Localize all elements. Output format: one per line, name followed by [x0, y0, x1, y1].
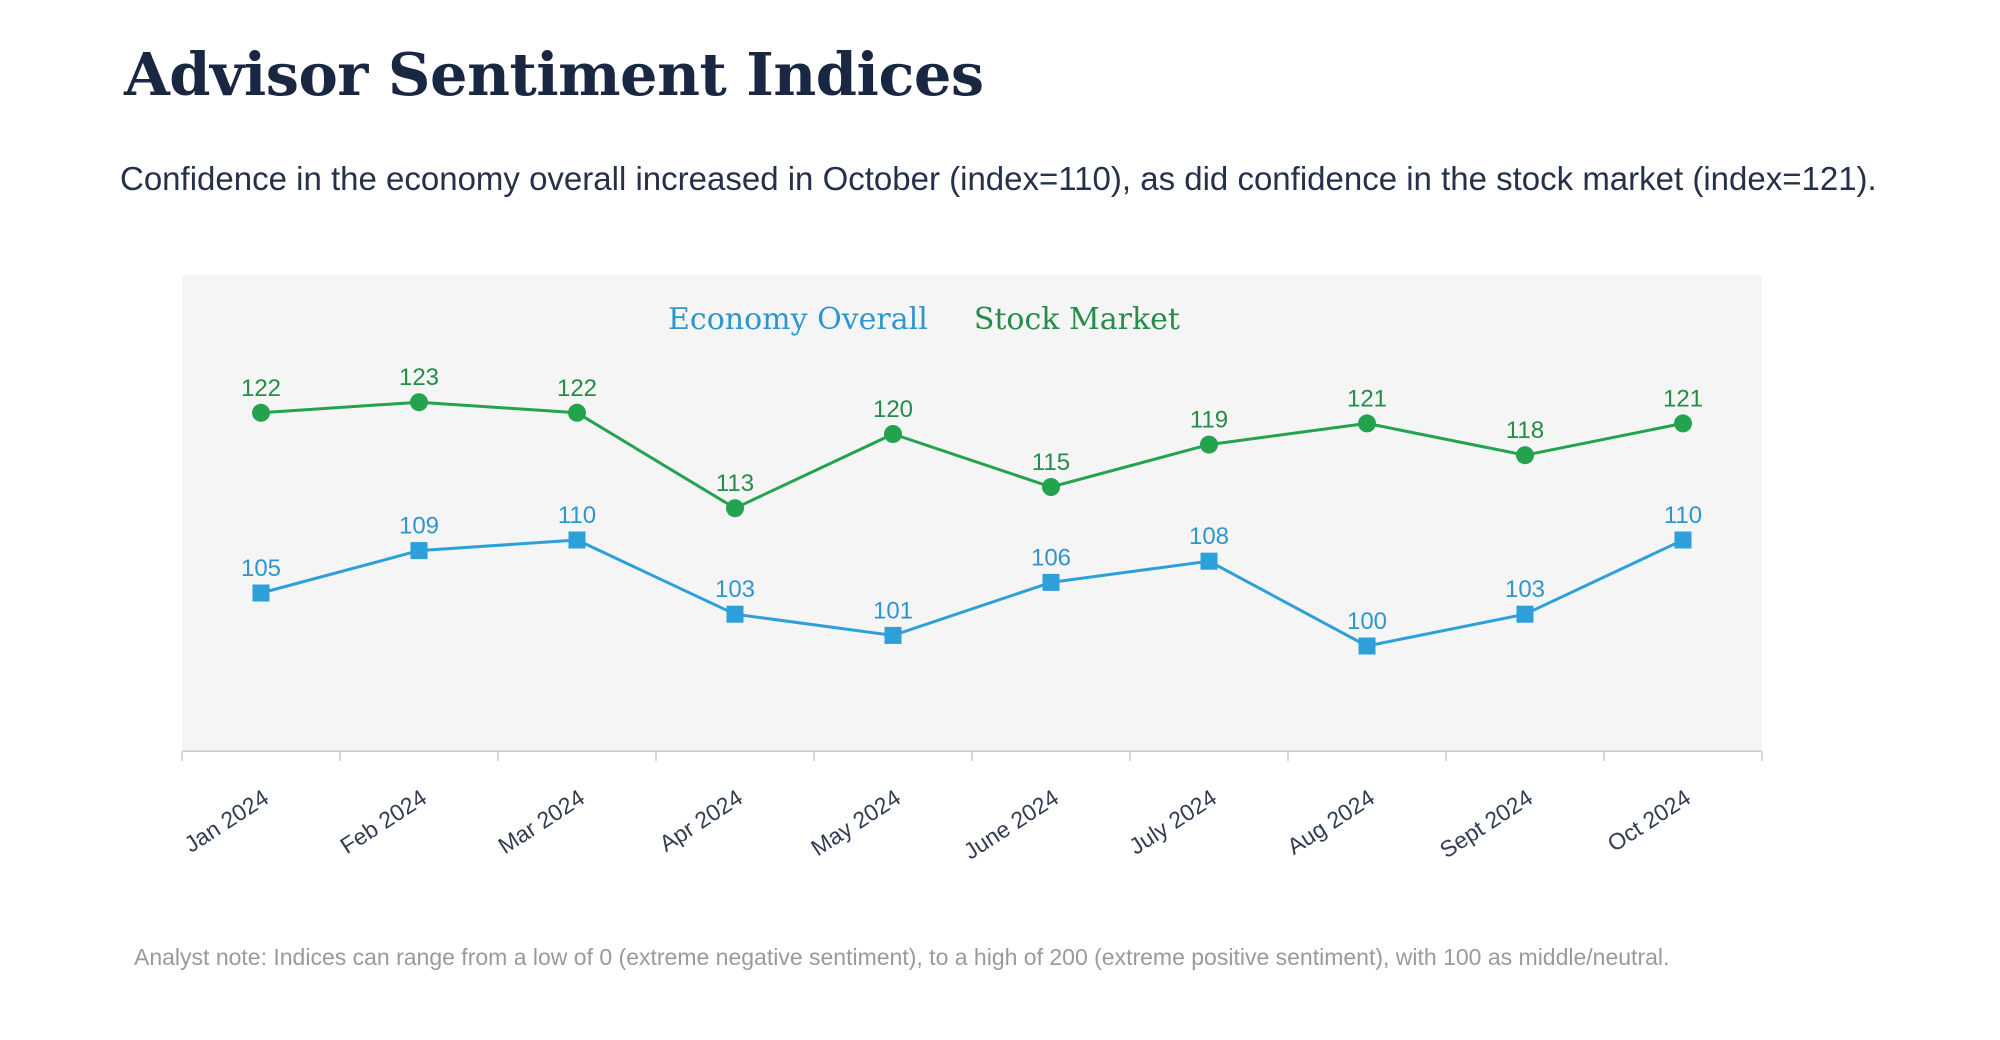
data-point-marker	[252, 584, 270, 602]
data-point-label: 120	[873, 396, 913, 423]
data-point-label: 110	[1664, 502, 1702, 529]
data-point-label: 105	[241, 555, 281, 582]
chart-subtitle: Confidence in the economy overall increa…	[120, 160, 1877, 197]
chart-area: Economy Overall Stock Market 105 109 110 10…	[180, 275, 1763, 864]
data-point-marker	[410, 542, 428, 560]
chart-legend: Economy Overall Stock Market	[134, 302, 1714, 338]
x-axis-label: May 2024	[806, 784, 906, 861]
series-economy-overall: 105 109 110 103 101 106 108 100 103 110	[241, 502, 1702, 655]
data-point-marker	[884, 626, 902, 644]
data-point-marker	[726, 499, 744, 518]
data-point-marker	[1042, 573, 1060, 591]
page-title: Advisor Sentiment Indices	[124, 40, 984, 109]
analyst-note: Analyst note: Indices can range from a l…	[134, 944, 1670, 970]
data-point-marker	[1674, 531, 1692, 549]
data-point-label: 119	[1190, 407, 1228, 434]
x-axis-label: Aug 2024	[1282, 784, 1380, 860]
data-point-marker	[1516, 446, 1534, 465]
data-point-label: 122	[557, 375, 597, 402]
data-point-label: 108	[1189, 523, 1229, 550]
x-axis-label: Oct 2024	[1602, 784, 1696, 857]
data-point-label: 121	[1663, 385, 1703, 412]
x-axis-label: July 2024	[1124, 784, 1222, 860]
data-point-label: 106	[1031, 544, 1071, 571]
data-point-marker	[1200, 552, 1218, 570]
x-axis-label: Apr 2024	[654, 784, 748, 857]
data-point-marker	[1358, 414, 1376, 433]
data-point-marker	[726, 605, 744, 623]
legend-item-stock-market[interactable]: Stock Market	[973, 302, 1180, 337]
data-point-marker	[252, 403, 270, 422]
data-point-marker	[568, 403, 586, 422]
legend-item-economy-overall[interactable]: Economy Overall	[668, 302, 928, 337]
data-point-label: 115	[1032, 449, 1070, 476]
data-point-marker	[568, 531, 586, 549]
data-point-marker	[1042, 478, 1060, 496]
series-line	[259, 538, 1685, 648]
data-point-marker	[410, 393, 428, 412]
data-point-label: 113	[716, 470, 754, 497]
data-point-label: 109	[399, 513, 439, 540]
data-point-marker	[1516, 605, 1534, 623]
series-line	[259, 400, 1685, 510]
x-axis-label: Sept 2024	[1434, 784, 1538, 864]
x-axis-label: Feb 2024	[335, 784, 432, 859]
data-point-label: 118	[1506, 417, 1544, 444]
data-point-marker	[1674, 414, 1692, 433]
data-point-label: 123	[399, 364, 439, 391]
data-point-label: 103	[1505, 576, 1545, 603]
data-point-marker	[1200, 435, 1218, 454]
series-stock-market: 122 123 122 113 120 115 119 121 118 121	[241, 364, 1703, 518]
x-axis	[181, 750, 1763, 761]
x-axis-label: Mar 2024	[493, 784, 590, 859]
data-point-label: 100	[1347, 608, 1387, 635]
data-point-label: 101	[873, 597, 913, 624]
data-point-label: 103	[715, 576, 755, 603]
data-point-marker	[1358, 637, 1376, 655]
x-axis-label: Jan 2024	[179, 784, 274, 858]
x-axis-label: June 2024	[958, 784, 1064, 865]
data-point-label: 122	[241, 375, 281, 402]
data-point-marker	[884, 425, 902, 443]
data-point-label: 110	[558, 502, 596, 529]
data-point-label: 121	[1347, 385, 1387, 412]
